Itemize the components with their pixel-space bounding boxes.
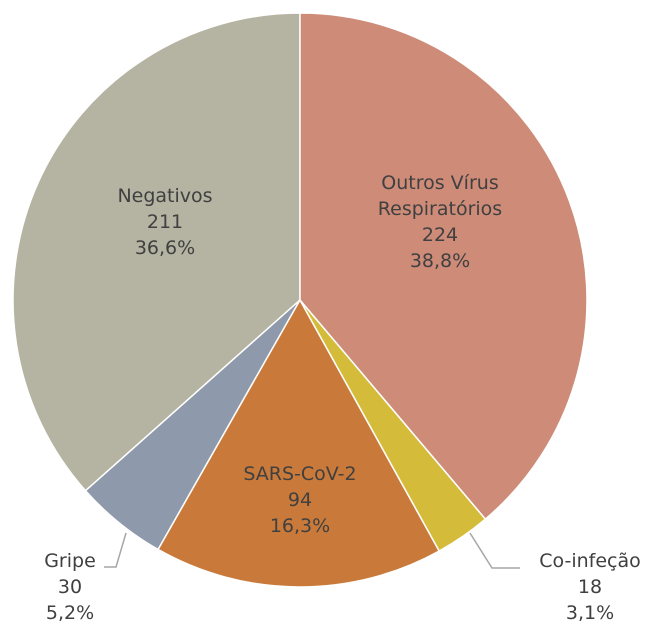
label-line: Co-infeção — [539, 550, 641, 572]
pie-slice — [12, 12, 301, 492]
label-line: 18 — [577, 576, 603, 598]
slice-label: Negativos 211 36,6% — [85, 183, 245, 261]
pie-slice — [157, 298, 441, 588]
label-line: 94 — [287, 489, 313, 511]
label-line: 38,8% — [409, 250, 471, 272]
leader-line — [104, 532, 127, 568]
slice-label: SARS-CoV-2 94 16,3% — [220, 461, 380, 539]
label-line: 3,1% — [565, 602, 615, 624]
label-line: Outros Vírus Respiratórios — [377, 172, 503, 220]
label-line: 5,2% — [45, 602, 95, 624]
leader-line — [469, 532, 520, 569]
pie-slice — [299, 12, 588, 521]
label-line: Negativos — [117, 185, 213, 207]
slice-label: Co-infeção 18 3,1% — [515, 548, 653, 626]
label-line: 30 — [57, 576, 83, 598]
label-line: Gripe — [44, 550, 96, 572]
label-line: 211 — [146, 211, 184, 233]
label-line: 16,3% — [269, 515, 331, 537]
label-line: 224 — [421, 224, 459, 246]
label-line: 36,6% — [134, 237, 196, 259]
slice-label: Gripe 30 5,2% — [20, 548, 120, 626]
label-line: SARS-CoV-2 — [243, 463, 357, 485]
slice-label: Outros Vírus Respiratórios 224 38,8% — [340, 170, 540, 274]
